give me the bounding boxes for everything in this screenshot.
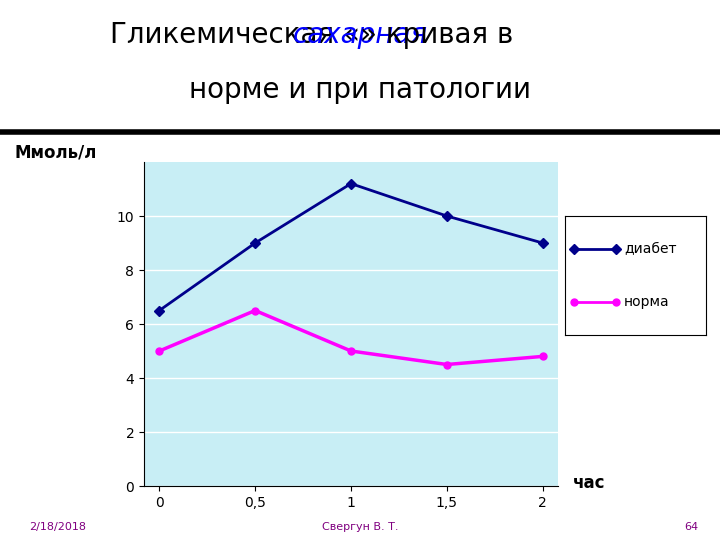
Text: сахарная: сахарная [292, 21, 428, 49]
Text: 2/18/2018: 2/18/2018 [29, 522, 86, 532]
Text: » кривая в: » кривая в [360, 21, 513, 49]
Text: час: час [572, 474, 605, 492]
Text: норме и при патологии: норме и при патологии [189, 76, 531, 104]
Text: Гликемическая «: Гликемическая « [110, 21, 360, 49]
Text: диабет: диабет [624, 242, 677, 256]
Text: 64: 64 [684, 522, 698, 532]
Text: норма: норма [624, 294, 670, 308]
Text: Ммоль/л: Ммоль/л [14, 143, 96, 161]
Text: Свергун В. Т.: Свергун В. Т. [322, 522, 398, 532]
